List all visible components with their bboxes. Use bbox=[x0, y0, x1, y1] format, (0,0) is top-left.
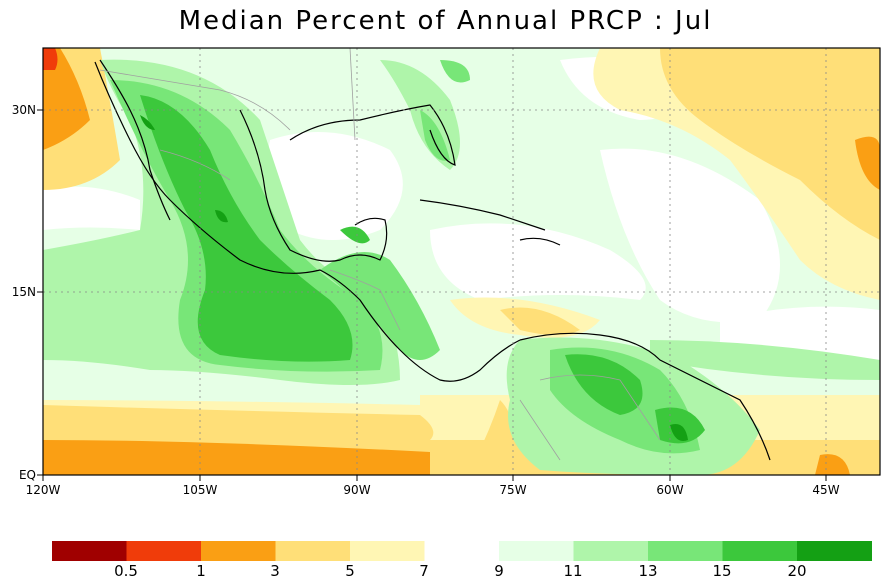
lat-label-15n: 15N bbox=[12, 285, 36, 299]
legend-bin-4 bbox=[350, 541, 425, 561]
legend-bin-9 bbox=[722, 541, 798, 561]
lon-label-45w: 45W bbox=[812, 483, 839, 497]
lat-label-30n: 30N bbox=[12, 103, 36, 117]
legend-label-1: 1 bbox=[196, 562, 206, 580]
legend-bin-0 bbox=[52, 541, 127, 561]
legend-label-9: 9 bbox=[494, 562, 504, 580]
legend-bin-8 bbox=[648, 541, 723, 561]
legend-label-3: 3 bbox=[270, 562, 280, 580]
legend-label-13: 13 bbox=[638, 562, 658, 580]
legend-label-20: 20 bbox=[787, 562, 807, 580]
legend-bin-2 bbox=[201, 541, 276, 561]
legend-color-bar bbox=[52, 541, 872, 561]
legend-label-5: 5 bbox=[345, 562, 355, 580]
lon-label-105w: 105W bbox=[183, 483, 218, 497]
lon-label-75w: 75W bbox=[499, 483, 526, 497]
legend-bin-7 bbox=[573, 541, 649, 561]
legend-bin-5 bbox=[424, 541, 500, 561]
graticule bbox=[43, 48, 880, 475]
legend-label-15: 15 bbox=[712, 562, 732, 580]
legend-bin-1 bbox=[126, 541, 202, 561]
lat-label-eq: EQ bbox=[19, 468, 36, 482]
legend-label-0-5: 0.5 bbox=[114, 562, 138, 580]
lon-label-120w: 120W bbox=[26, 483, 61, 497]
map-frame bbox=[42, 47, 881, 476]
legend-label-11: 11 bbox=[563, 562, 583, 580]
legend-bin-10 bbox=[797, 541, 872, 561]
legend-bin-3 bbox=[275, 541, 351, 561]
map-field bbox=[43, 48, 880, 475]
legend-bin-6 bbox=[499, 541, 574, 561]
lon-label-90w: 90W bbox=[343, 483, 370, 497]
legend-label-7: 7 bbox=[419, 562, 429, 580]
map-title: Median Percent of Annual PRCP : Jul bbox=[178, 6, 713, 36]
lon-label-60w: 60W bbox=[656, 483, 683, 497]
